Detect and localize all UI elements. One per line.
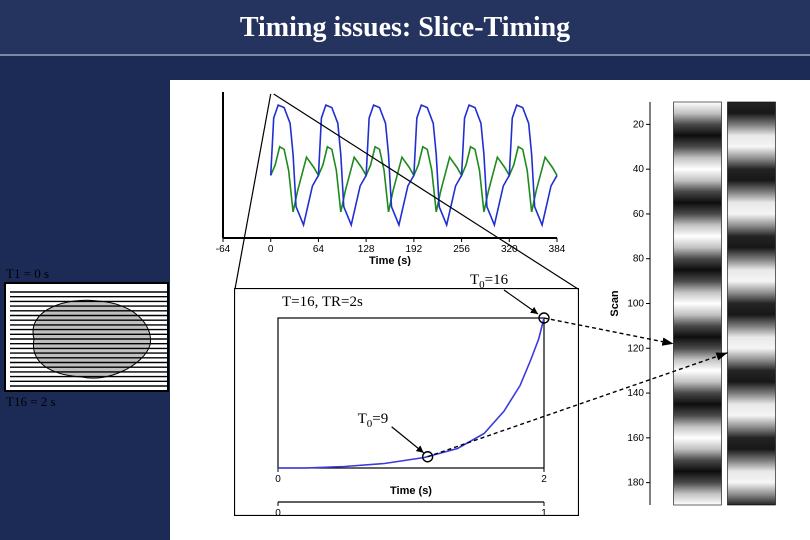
design-matrix-heatmap: 20 40 60 80 100 120 140 160 180 Scan — [606, 96, 801, 511]
svg-text:0: 0 — [275, 474, 281, 485]
svg-text:1: 1 — [541, 508, 547, 516]
svg-text:120: 120 — [627, 343, 644, 354]
svg-text:-64: -64 — [216, 244, 231, 255]
svg-text:256: 256 — [453, 244, 470, 255]
svg-text:Scan: Scan — [609, 290, 621, 317]
t0-16-label: T0=16 — [470, 272, 508, 291]
svg-text:20: 20 — [633, 119, 645, 130]
title-bar: Timing issues: Slice-Timing — [0, 0, 810, 56]
svg-text:100: 100 — [627, 299, 644, 310]
svg-text:180: 180 — [627, 478, 644, 489]
svg-text:384: 384 — [549, 244, 565, 255]
brain-slice-diagram — [4, 282, 169, 392]
page-title: Timing issues: Slice-Timing — [240, 12, 570, 43]
svg-text:80: 80 — [633, 254, 645, 265]
svg-text:2: 2 — [541, 474, 547, 485]
svg-text:160: 160 — [627, 433, 644, 444]
svg-text:320: 320 — [501, 244, 518, 255]
svg-text:60: 60 — [633, 209, 645, 220]
hrf-zoom-chart: 02Time (s)01Scan T=16, TR=2s T0=9 T0=16 — [234, 288, 579, 516]
svg-text:40: 40 — [633, 164, 645, 175]
svg-text:64: 64 — [313, 244, 325, 255]
svg-text:0: 0 — [268, 244, 274, 255]
zoom-chart-title: T=16, TR=2s — [282, 294, 363, 311]
svg-text:0: 0 — [275, 508, 281, 516]
svg-text:140: 140 — [627, 388, 644, 399]
brain-top-slice-label: T1 = 0 s — [6, 266, 49, 282]
t0-9-label: T0=9 — [358, 411, 389, 430]
timeseries-chart: -64 0 64 128 192 256 320 384 Time (s) — [185, 86, 565, 266]
svg-text:128: 128 — [358, 244, 375, 255]
svg-text:Time (s): Time (s) — [369, 255, 411, 266]
svg-text:Time (s): Time (s) — [390, 485, 432, 497]
svg-text:192: 192 — [406, 244, 423, 255]
brain-bottom-slice-label: T16 = 2 s — [6, 394, 56, 410]
